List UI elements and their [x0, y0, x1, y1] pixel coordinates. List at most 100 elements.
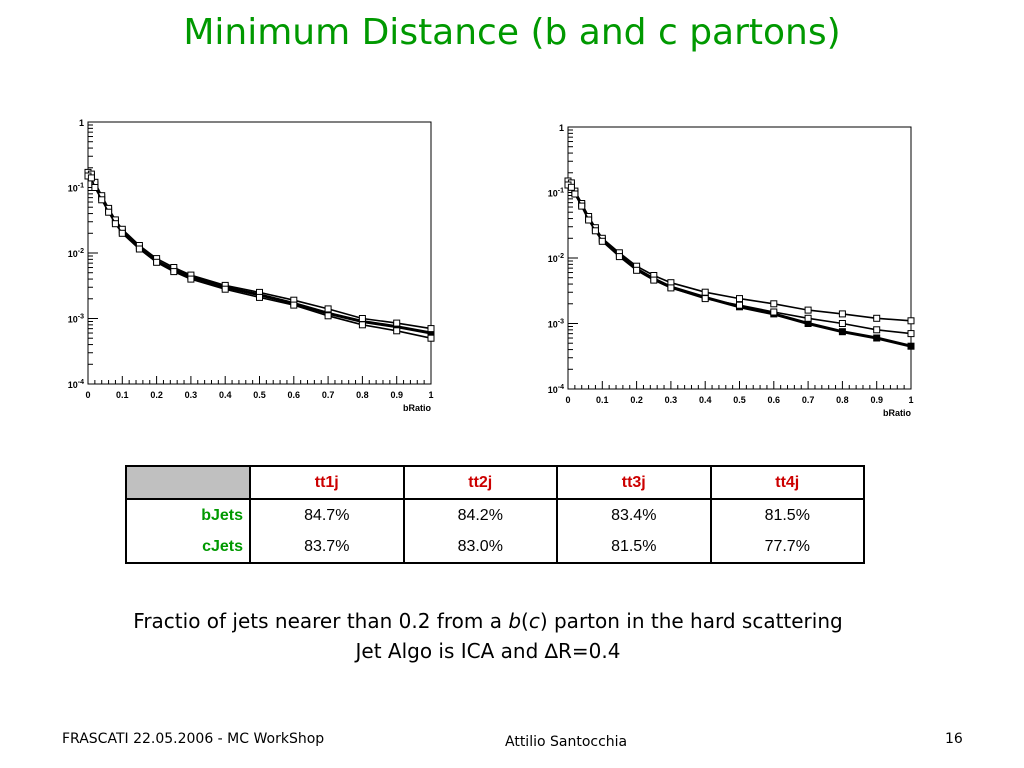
table-cell: 83.4% — [556, 498, 712, 531]
caption-paren: ( — [521, 609, 529, 633]
slide-number: 16 — [945, 731, 963, 747]
table-cell: 83.7% — [249, 531, 405, 563]
histogram-point — [135, 245, 143, 253]
x-tick-label: 0.6 — [288, 390, 301, 400]
histogram-point — [91, 184, 99, 191]
histogram-point — [873, 334, 881, 342]
histogram-point — [187, 275, 195, 283]
y-tick-label: 10-1 — [68, 183, 84, 194]
caption-text: ) parton in the hard scattering — [539, 609, 843, 633]
histogram-point — [804, 306, 812, 314]
y-tick-label: 10-3 — [548, 319, 564, 330]
x-tick-label: 0.2 — [150, 390, 163, 400]
histogram-point — [256, 293, 263, 301]
x-tick-label: 0.2 — [630, 395, 643, 405]
table-cell: 84.7% — [249, 498, 405, 531]
x-tick-label: 0.1 — [596, 395, 609, 405]
x-tick-label: 0.5 — [253, 390, 266, 400]
x-tick-label: 0.3 — [185, 390, 198, 400]
y-tick-label: 1 — [559, 123, 564, 133]
histogram-point — [907, 342, 915, 350]
histogram-point — [221, 285, 229, 293]
y-tick-label: 10-2 — [548, 253, 564, 264]
histogram-point — [838, 310, 846, 318]
histogram-point — [571, 190, 579, 198]
histogram-plot-left: 10-4 10-3 10-2 10-1 1 0 0.1 0.2 0.3 0.4 0.5 0.6 0.7 0… — [50, 112, 450, 426]
x-tick-label: 0.9 — [870, 395, 883, 405]
histogram-point — [358, 321, 366, 329]
y-tick-label: 10-4 — [68, 379, 84, 390]
caption-b: b — [508, 609, 522, 633]
histogram-point — [324, 312, 332, 320]
x-tick-label: 0.7 — [802, 395, 815, 405]
slide-title: Minimum Distance (b and c partons) — [183, 12, 841, 53]
histogram-point — [567, 183, 575, 191]
table-cell: 83.0% — [402, 531, 558, 563]
histogram-point — [701, 288, 709, 296]
histogram-point — [393, 327, 401, 335]
x-tick-label: 0.6 — [768, 395, 781, 405]
histogram-point — [667, 284, 675, 292]
x-tick-label: 0.4 — [699, 395, 712, 405]
row-label: bJets — [125, 498, 251, 531]
histogram-point — [873, 314, 881, 322]
x-tick-label: 0.8 — [356, 390, 369, 400]
x-tick-label: 0.3 — [665, 395, 678, 405]
caption-line-2: Jet Algo is ICA and ∆R=0.4 — [355, 639, 621, 663]
x-tick-label: 0.9 — [390, 390, 403, 400]
caption-c: c — [528, 609, 540, 633]
histogram-svg-right: 10-4 10-3 10-2 10-1 1 0 0.1 0.2 0.3 0.4 0.5 0.6 0.7 0… — [548, 123, 915, 418]
histogram-point — [153, 258, 161, 266]
histogram-point — [633, 266, 641, 274]
histogram-point — [770, 300, 778, 308]
histogram-point — [87, 174, 95, 182]
x-tick-label: 1 — [908, 395, 913, 405]
histogram-point — [615, 253, 623, 261]
y-tick-label: 10-4 — [548, 384, 564, 395]
efficiency-table: tt1j tt2j tt3j tt4j bJets 84.7% 84.2% 83… — [125, 465, 865, 564]
x-tick-label: 0 — [565, 395, 570, 405]
caption-line-1: Fractio of jets nearer than 0.2 from a b… — [0, 606, 976, 636]
histogram-point — [873, 326, 881, 334]
table-cell: 77.7% — [709, 531, 865, 563]
caption: Fractio of jets nearer than 0.2 from a b… — [0, 606, 976, 666]
x-tick-label: 0.4 — [219, 390, 232, 400]
histogram-point — [907, 330, 915, 338]
histogram-point — [324, 305, 332, 313]
histogram-point — [591, 227, 599, 235]
histogram-point — [598, 237, 606, 245]
table-header-row: tt1j tt2j tt3j tt4j — [125, 465, 865, 500]
column-header: tt2j — [402, 465, 558, 500]
histogram-point — [907, 317, 915, 325]
table-cell: 81.5% — [556, 531, 712, 563]
y-tick-label: 10-2 — [68, 248, 84, 259]
histogram-point — [105, 208, 113, 216]
table-cell: 84.2% — [402, 498, 558, 531]
histogram-point — [98, 196, 106, 204]
histogram-svg-left: 10-4 10-3 10-2 10-1 1 0 0.1 0.2 0.3 0.4 0.5 0.6 0.7 0… — [68, 118, 435, 413]
histogram-point — [701, 295, 709, 303]
x-tick-label: 0 — [85, 390, 90, 400]
y-tick-label: 10-3 — [68, 314, 84, 325]
histogram-point — [838, 320, 846, 327]
histogram-point — [736, 301, 743, 309]
histogram-point — [578, 202, 586, 210]
x-tick-label: 0.5 — [733, 395, 746, 405]
table-corner-cell — [125, 465, 251, 500]
x-tick-label: 0.8 — [836, 395, 849, 405]
table-row: bJets 84.7% 84.2% 83.4% 81.5% — [125, 498, 865, 531]
histogram-point — [838, 328, 846, 336]
table-cell: 81.5% — [709, 498, 865, 531]
x-axis-label: bRatio — [883, 408, 912, 418]
histogram-point — [358, 315, 366, 322]
histogram-point — [736, 295, 743, 303]
histogram-point — [111, 220, 119, 228]
x-tick-label: 1 — [428, 390, 433, 400]
histogram-point — [585, 216, 593, 224]
column-header: tt1j — [249, 465, 405, 500]
histogram-point — [290, 301, 298, 309]
table-row: cJets 83.7% 83.0% 81.5% 77.7% — [125, 531, 865, 563]
footer-author: Attilio Santocchia — [505, 734, 628, 750]
histogram-point — [804, 314, 812, 322]
column-header: tt4j — [709, 465, 865, 500]
